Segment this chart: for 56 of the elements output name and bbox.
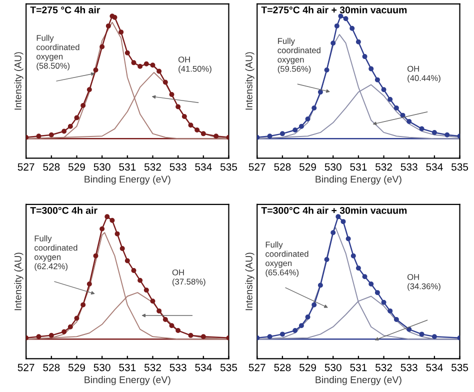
x-tick-label: 531 [350, 163, 367, 171]
chart-title: T=300°C 4h air [30, 206, 98, 214]
x-tick-label: 527 [18, 364, 34, 372]
y-axis-title: Intensity (AU) [245, 252, 254, 310]
y-axis-title: Intensity (AU) [245, 52, 254, 110]
annotation: OH (34.36%) [407, 274, 440, 291]
x-tick-label: 533 [400, 364, 418, 372]
x-tick-label: 528 [43, 364, 60, 372]
x-tick-label: 527 [248, 163, 266, 171]
x-tick-label: 532 [144, 364, 161, 372]
x-tick-label: 535 [220, 163, 237, 171]
annotation: OH (41.50%) [178, 56, 212, 74]
annotation: OH (37.58%) [172, 269, 206, 286]
x-tick-label: 534 [195, 364, 212, 372]
x-axis-title: Binding Energy (eV) [84, 176, 170, 185]
x-tick-label: 528 [274, 364, 291, 372]
x-tick-label: 530 [94, 364, 110, 372]
x-tick-label: 527 [18, 163, 34, 171]
x-axis-title: Binding Energy (eV) [316, 376, 402, 386]
x-tick-label: 530 [324, 163, 342, 171]
x-tick-label: 532 [376, 364, 392, 372]
x-tick-label: 535 [452, 163, 468, 171]
x-tick-label: 528 [43, 163, 60, 171]
x-tick-label: 530 [324, 364, 342, 372]
y-axis-title: Intensity (AU) [14, 252, 24, 310]
x-axis-title: Binding Energy (eV) [316, 176, 402, 185]
chart-title: T=300°C 4h air + 30min vacuum [261, 206, 407, 214]
y-axis-title: Intensity (AU) [14, 52, 24, 110]
x-tick-label: 529 [300, 364, 316, 372]
annotation: Fully coordinated oxygen (59.56%) [278, 38, 320, 74]
x-tick-label: 533 [170, 163, 186, 171]
x-tick-label: 529 [68, 364, 85, 372]
x-tick-label: 531 [119, 163, 136, 171]
x-tick-label: 527 [248, 364, 266, 372]
x-tick-label: 534 [426, 163, 443, 171]
x-tick-label: 531 [119, 364, 136, 372]
chart-title: T=275°C 4h air + 30min vacuum [261, 6, 407, 14]
x-tick-label: 532 [144, 163, 161, 171]
x-tick-label: 530 [94, 163, 110, 171]
x-tick-label: 532 [376, 163, 392, 171]
annotation: Fully coordinated oxygen (62.42%) [34, 235, 78, 271]
x-tick-label: 534 [426, 364, 443, 372]
x-tick-label: 535 [220, 364, 237, 372]
x-tick-label: 533 [170, 364, 186, 372]
x-tick-label: 528 [274, 163, 291, 171]
annotation: Fully coordinated oxygen (58.50%) [36, 34, 80, 70]
x-axis-title: Binding Energy (eV) [84, 376, 170, 386]
chart-title: T=275 °C 4h air [30, 6, 100, 14]
x-tick-label: 529 [68, 163, 85, 171]
x-tick-label: 533 [400, 163, 418, 171]
annotation: OH (40.44%) [407, 66, 440, 83]
x-tick-label: 534 [195, 163, 212, 171]
x-tick-label: 531 [350, 364, 367, 372]
x-tick-label: 535 [452, 364, 468, 372]
x-tick-label: 529 [300, 163, 316, 171]
annotation: Fully coordinated oxygen (65.64%) [266, 241, 308, 278]
